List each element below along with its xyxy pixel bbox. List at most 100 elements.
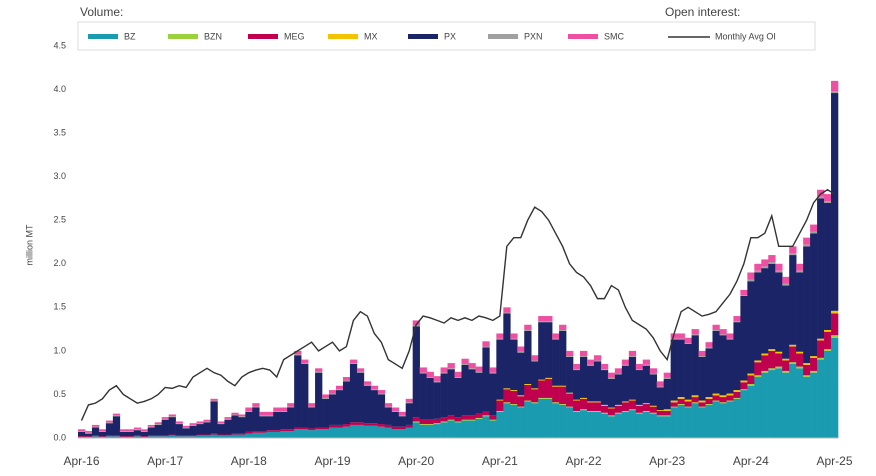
bar-segment bbox=[510, 404, 518, 405]
bar-segment bbox=[621, 359, 630, 365]
bar-segment bbox=[552, 402, 560, 404]
bar-segment bbox=[377, 426, 386, 438]
y-tick-label: 3.0 bbox=[53, 171, 66, 181]
bar-segment bbox=[677, 333, 685, 339]
bar-segment bbox=[517, 407, 525, 438]
bar-segment bbox=[677, 338, 685, 340]
bar-segment bbox=[817, 357, 825, 360]
bar-segment bbox=[468, 369, 476, 416]
bar-segment bbox=[824, 329, 832, 332]
bar-segment bbox=[468, 415, 476, 420]
bar-segment bbox=[112, 436, 121, 438]
bar-segment bbox=[342, 381, 351, 425]
bar-segment bbox=[510, 390, 518, 405]
bar-segment bbox=[726, 401, 734, 438]
bar-segment bbox=[91, 435, 100, 437]
bar-segment bbox=[301, 359, 309, 364]
bar-segment bbox=[91, 436, 100, 438]
bar-segment bbox=[545, 321, 553, 323]
bar-segment bbox=[433, 424, 441, 438]
bar-segment bbox=[740, 380, 748, 383]
bar-segment bbox=[789, 363, 797, 438]
bar-segment bbox=[754, 362, 762, 376]
bar-segment bbox=[817, 198, 825, 339]
bar-segment bbox=[614, 368, 623, 374]
bar-segment bbox=[810, 370, 818, 373]
bar-segment bbox=[684, 343, 692, 400]
bar-segment bbox=[370, 385, 379, 390]
bar-segment bbox=[322, 429, 330, 438]
bar-segment bbox=[454, 421, 462, 423]
bar-segment bbox=[496, 410, 504, 412]
bar-segment bbox=[147, 427, 155, 436]
bar-segment bbox=[342, 377, 351, 381]
bar-segment bbox=[342, 426, 351, 438]
bar-segment bbox=[182, 425, 190, 428]
bar-segment bbox=[733, 316, 741, 322]
bar-segment bbox=[600, 405, 609, 413]
bar-segment bbox=[593, 361, 602, 402]
bar-segment bbox=[503, 307, 511, 313]
bar-segment bbox=[356, 424, 365, 438]
bar-segment bbox=[782, 283, 790, 286]
bar-segment bbox=[161, 418, 169, 420]
bar-segment bbox=[810, 231, 818, 234]
bar-segment bbox=[656, 416, 664, 438]
bar-segment bbox=[656, 410, 664, 416]
bar-segment bbox=[112, 435, 121, 437]
bar-segment bbox=[635, 404, 644, 406]
bar-segment bbox=[447, 415, 455, 420]
bar-segment bbox=[831, 337, 839, 438]
bar-segment bbox=[91, 424, 100, 427]
bar-segment bbox=[280, 429, 288, 432]
bar-segment bbox=[580, 356, 588, 357]
bar-segment bbox=[433, 423, 441, 425]
bar-segment bbox=[308, 428, 316, 431]
bar-segment bbox=[475, 371, 483, 373]
bar-segment bbox=[586, 364, 595, 366]
bar-segment bbox=[566, 392, 574, 394]
bar-segment bbox=[238, 417, 246, 434]
bar-segment bbox=[356, 371, 365, 373]
bar-segment bbox=[112, 415, 121, 417]
bar-segment bbox=[419, 373, 427, 420]
x-tick-label: Apr-19 bbox=[314, 454, 350, 468]
bar-segment bbox=[698, 350, 706, 357]
bar-segment bbox=[810, 357, 818, 371]
bar-segment bbox=[447, 369, 455, 416]
bar-segment bbox=[593, 355, 602, 361]
bar-segment bbox=[426, 424, 434, 425]
bar-segment bbox=[817, 340, 825, 358]
bar-segment bbox=[691, 335, 699, 396]
bar-segment bbox=[231, 433, 239, 435]
bar-segment bbox=[175, 424, 183, 436]
bar-segment bbox=[140, 436, 149, 438]
bar-segment bbox=[161, 436, 169, 438]
bar-segment bbox=[308, 403, 316, 407]
bar-segment bbox=[496, 333, 504, 339]
bar-segment bbox=[607, 408, 616, 416]
bar-segment bbox=[817, 196, 825, 199]
bar-segment bbox=[203, 419, 211, 422]
bar-segment bbox=[105, 422, 114, 424]
bar-segment bbox=[698, 406, 706, 408]
bar-segment bbox=[621, 401, 630, 403]
bar-segment bbox=[461, 358, 469, 364]
bar-segment bbox=[210, 433, 218, 435]
bar-segment bbox=[754, 375, 762, 378]
bar-segment bbox=[789, 246, 797, 254]
bar-segment bbox=[593, 411, 602, 438]
bar-segment bbox=[210, 434, 218, 438]
bar-segment bbox=[168, 416, 176, 418]
bar-segment bbox=[496, 400, 504, 411]
bar-segment bbox=[782, 370, 790, 373]
legend-swatch bbox=[328, 34, 358, 39]
bar-segment bbox=[559, 385, 567, 387]
x-tick-label: Apr-25 bbox=[816, 454, 852, 468]
bar-segment bbox=[119, 429, 128, 432]
bar-segment bbox=[412, 326, 420, 418]
bar-segment bbox=[105, 423, 114, 436]
bar-segment bbox=[817, 338, 825, 341]
bar-segment bbox=[754, 377, 762, 438]
